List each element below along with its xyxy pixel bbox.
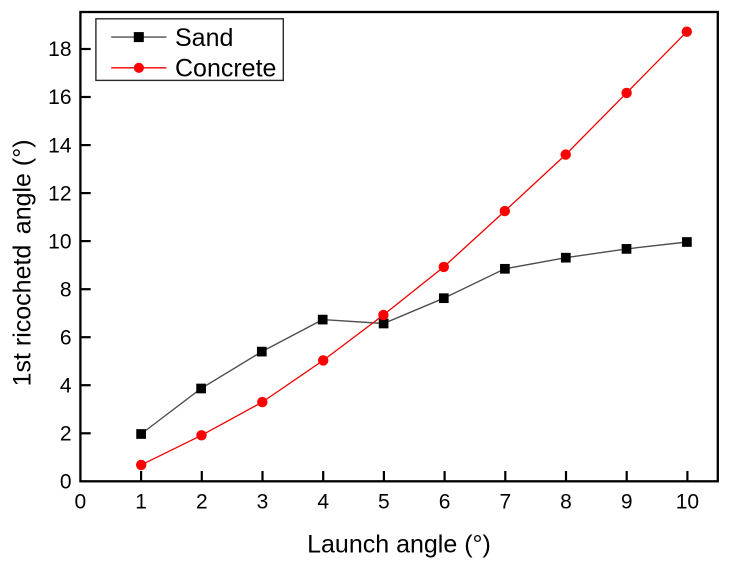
svg-text:Sand: Sand [175, 24, 233, 52]
svg-text:8: 8 [560, 491, 572, 514]
svg-text:6: 6 [60, 326, 72, 349]
svg-text:4: 4 [317, 491, 329, 514]
svg-text:4: 4 [60, 374, 72, 397]
svg-text:5: 5 [378, 491, 390, 514]
svg-text:0: 0 [60, 471, 72, 494]
svg-text:2: 2 [60, 423, 72, 446]
svg-text:8: 8 [60, 278, 72, 301]
svg-text:Concrete: Concrete [175, 55, 276, 83]
svg-text:2: 2 [196, 491, 208, 514]
svg-text:12: 12 [48, 182, 71, 205]
svg-text:16: 16 [48, 86, 71, 109]
svg-text:14: 14 [48, 134, 72, 157]
svg-text:9: 9 [621, 491, 633, 514]
svg-text:10: 10 [48, 230, 71, 253]
svg-text:18: 18 [48, 38, 71, 61]
svg-text:Launch angle (°): Launch angle (°) [307, 530, 491, 558]
svg-text:1: 1 [135, 491, 147, 514]
svg-text:7: 7 [499, 491, 511, 514]
svg-text:0: 0 [75, 491, 87, 514]
svg-text:6: 6 [439, 491, 451, 514]
svg-text:3: 3 [257, 491, 269, 514]
svg-text:1st ricochetd angle (°): 1st ricochetd angle (°) [9, 139, 37, 386]
svg-text:10: 10 [676, 491, 699, 514]
